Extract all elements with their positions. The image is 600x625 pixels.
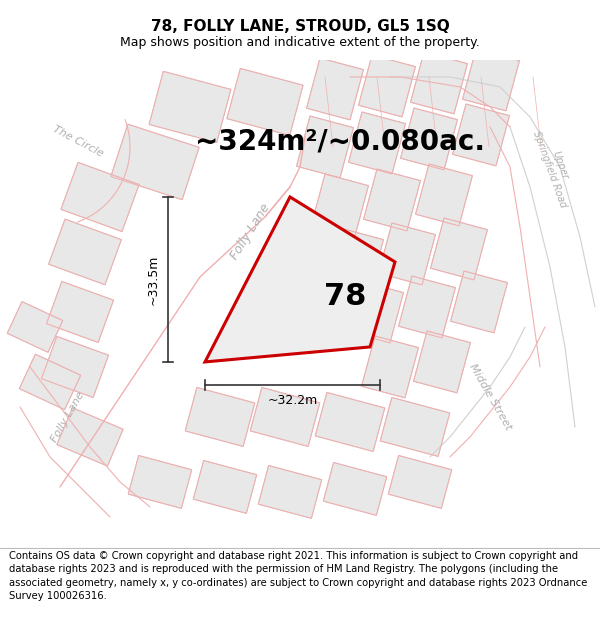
Polygon shape xyxy=(46,281,113,342)
Polygon shape xyxy=(326,228,383,290)
Polygon shape xyxy=(307,58,364,120)
Polygon shape xyxy=(57,408,123,466)
Polygon shape xyxy=(128,456,192,508)
Polygon shape xyxy=(19,354,80,410)
Polygon shape xyxy=(205,197,395,362)
Polygon shape xyxy=(379,223,436,285)
Text: 78, FOLLY LANE, STROUD, GL5 1SQ: 78, FOLLY LANE, STROUD, GL5 1SQ xyxy=(151,19,449,34)
Polygon shape xyxy=(258,466,322,518)
Polygon shape xyxy=(380,398,450,456)
Polygon shape xyxy=(311,174,368,236)
Polygon shape xyxy=(227,68,303,136)
Text: ~33.5m: ~33.5m xyxy=(146,254,160,304)
Text: Contains OS data © Crown copyright and database right 2021. This information is : Contains OS data © Crown copyright and d… xyxy=(9,551,587,601)
Text: ~324m²/~0.080ac.: ~324m²/~0.080ac. xyxy=(195,128,485,156)
Polygon shape xyxy=(401,108,457,170)
Polygon shape xyxy=(431,218,487,280)
Polygon shape xyxy=(149,71,231,142)
Text: Upper
Springfield Road: Upper Springfield Road xyxy=(531,125,579,209)
Text: Folly Lane: Folly Lane xyxy=(50,390,86,444)
Polygon shape xyxy=(250,388,320,446)
Polygon shape xyxy=(451,271,508,333)
Polygon shape xyxy=(388,456,452,508)
Polygon shape xyxy=(359,55,415,117)
Polygon shape xyxy=(463,49,520,111)
Polygon shape xyxy=(398,276,455,338)
Polygon shape xyxy=(7,302,63,352)
Polygon shape xyxy=(111,124,199,199)
Polygon shape xyxy=(185,388,255,446)
Polygon shape xyxy=(61,162,139,231)
Polygon shape xyxy=(452,104,509,166)
Text: Middle Street: Middle Street xyxy=(467,362,513,432)
Polygon shape xyxy=(413,331,470,393)
Polygon shape xyxy=(296,116,353,178)
Polygon shape xyxy=(364,169,421,231)
Polygon shape xyxy=(416,164,472,226)
Text: Map shows position and indicative extent of the property.: Map shows position and indicative extent… xyxy=(120,36,480,49)
Polygon shape xyxy=(49,219,121,285)
Text: 78: 78 xyxy=(324,282,366,311)
Text: ~32.2m: ~32.2m xyxy=(268,394,317,408)
Polygon shape xyxy=(323,462,387,516)
Polygon shape xyxy=(193,461,257,513)
Polygon shape xyxy=(362,336,418,398)
Polygon shape xyxy=(410,52,467,114)
Text: Folly Lane: Folly Lane xyxy=(227,202,272,262)
Text: The Circle: The Circle xyxy=(51,124,105,159)
Polygon shape xyxy=(349,112,406,174)
Polygon shape xyxy=(315,392,385,451)
Polygon shape xyxy=(41,336,109,398)
Polygon shape xyxy=(347,281,403,343)
